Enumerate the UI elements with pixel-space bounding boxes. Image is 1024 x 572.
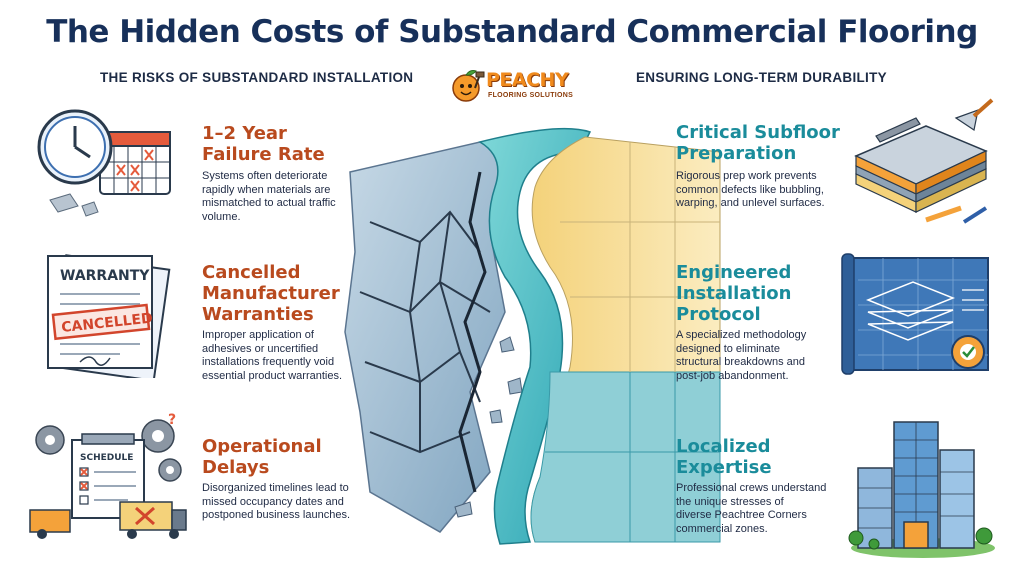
clock-calendar-icon (37, 109, 171, 217)
blueprint-icon (841, 253, 989, 375)
solution-desc-expertise: Professional crews understand the unique… (676, 482, 827, 535)
solution-title-protocol: Engineered Installation Protocol (676, 262, 792, 325)
risk-title-failure-rate: 1–2 Year Failure Rate (202, 123, 325, 165)
risk-desc-warranties: Improper application of adhesives or unc… (202, 329, 343, 382)
durability-heading: ENSURING LONG-TERM DURABILITY (636, 70, 887, 85)
risk-desc-failure-rate: Systems often deteriorate rapidly when m… (202, 170, 336, 223)
cancelled-warranty-icon: WARRANTY CANCELLED (47, 254, 171, 378)
peach-mascot-icon (452, 70, 485, 102)
svg-text:?: ? (168, 412, 176, 428)
risk-title-delays: Operational Delays (202, 436, 322, 478)
schedule-delay-icon: ? SCHEDULE (29, 412, 187, 539)
solution-desc-subfloor: Rigorous prep work prevents common defec… (676, 170, 825, 209)
subfloor-layers-icon (854, 98, 994, 224)
office-buildings-icon (848, 421, 995, 558)
schedule-text: SCHEDULE (80, 453, 133, 463)
warranty-text: WARRANTY (60, 268, 150, 284)
solution-desc-protocol: A specialized methodology designed to el… (676, 329, 807, 382)
solution-title-subfloor: Critical Subfloor Preparation (676, 122, 840, 164)
risks-heading: THE RISKS OF SUBSTANDARD INSTALLATION (100, 70, 414, 85)
risk-title-warranties: Cancelled Manufacturer Warranties (202, 262, 340, 325)
logo-wordmark: PEACHY (486, 69, 569, 91)
cracked-floor-illustration (344, 127, 721, 545)
peachy-logo: PEACHY FLOORING SOLUTIONS (448, 66, 590, 108)
risk-desc-delays: Disorganized timelines lead to missed oc… (202, 482, 350, 521)
logo-tagline: FLOORING SOLUTIONS (488, 92, 574, 99)
page-title: The Hidden Costs of Substandard Commerci… (46, 14, 978, 50)
solution-title-expertise: Localized Expertise (676, 436, 772, 478)
